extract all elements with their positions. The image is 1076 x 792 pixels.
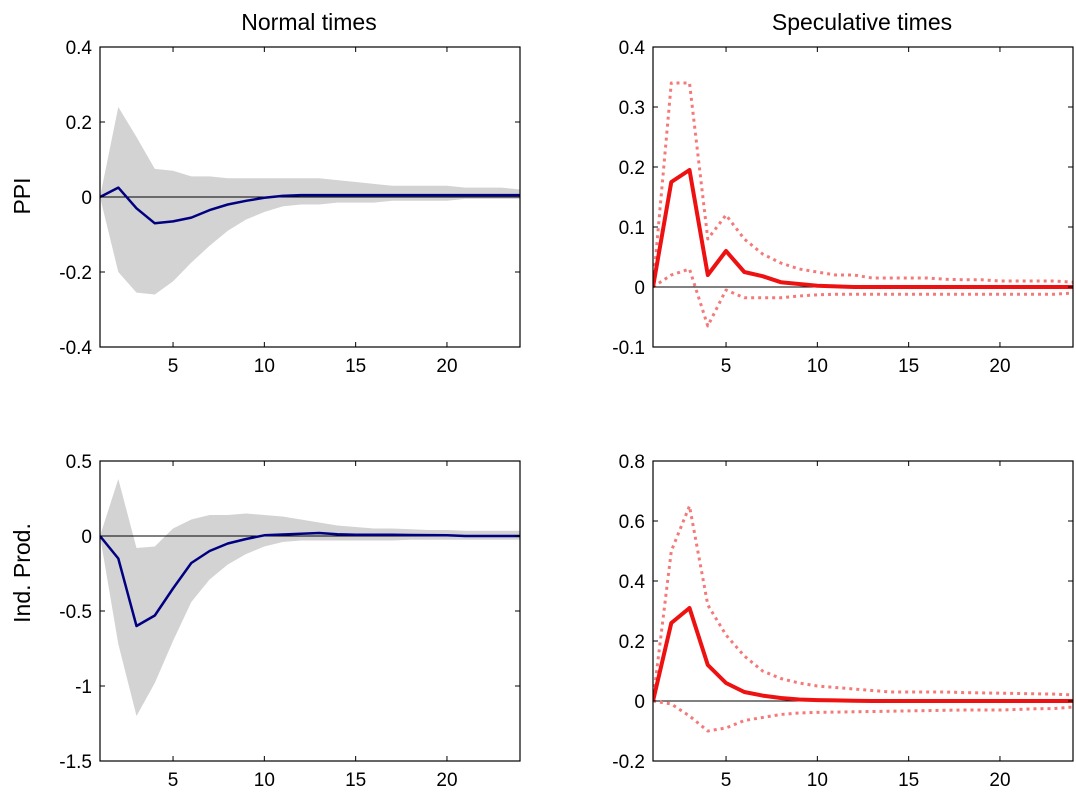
axes-frame bbox=[652, 46, 1074, 348]
y-tick-label: 0.4 bbox=[619, 572, 646, 593]
y-tick-label: -0.1 bbox=[612, 338, 645, 359]
bound-line-upper bbox=[653, 81, 1073, 288]
chart-panel-3: 5 10 15 20 -1.5 -1 -0.5 0 0.5 bbox=[59, 452, 521, 791]
y-tick-label: 0 bbox=[634, 278, 645, 299]
bound-line-lower bbox=[653, 267, 1073, 328]
x-tick-label: 15 bbox=[345, 356, 366, 377]
y-tick-label: 0.4 bbox=[619, 38, 646, 59]
x-tick-label: 15 bbox=[898, 356, 919, 377]
x-tick-label: 20 bbox=[989, 770, 1010, 791]
y-tick-label: 0.1 bbox=[619, 218, 645, 239]
chart-panel-4: 5 10 15 20 -0.2 0 0.2 0.4 0.6 0.8 bbox=[612, 452, 1074, 791]
y-tick-label: -0.2 bbox=[612, 752, 645, 773]
x-tick-label: 10 bbox=[807, 770, 828, 791]
x-tick-label: 5 bbox=[721, 770, 732, 791]
x-tick-label: 15 bbox=[345, 770, 366, 791]
row-label-ppi: PPI bbox=[9, 177, 35, 214]
y-tick-label: 0.2 bbox=[619, 632, 645, 653]
x-tick-label: 5 bbox=[168, 770, 179, 791]
y-tick-label: 0.8 bbox=[619, 452, 645, 473]
y-tick-label: -1.5 bbox=[59, 752, 92, 773]
plot-area bbox=[653, 81, 1073, 328]
y-tick-label: 0.2 bbox=[66, 113, 92, 134]
y-tick-label: 0.6 bbox=[619, 512, 645, 533]
plot-area bbox=[100, 479, 520, 716]
x-tick-label: 5 bbox=[168, 356, 179, 377]
plot-area bbox=[653, 504, 1073, 733]
median-response-line bbox=[100, 186, 520, 225]
confidence-band bbox=[100, 107, 520, 295]
y-tick-label: 0 bbox=[81, 188, 92, 209]
x-tick-label: 20 bbox=[436, 356, 457, 377]
median-response-line bbox=[653, 168, 1073, 289]
y-tick-label: 0 bbox=[81, 527, 92, 548]
axes-frame bbox=[652, 460, 1074, 762]
y-tick-label: 0.3 bbox=[619, 98, 645, 119]
bound-line-upper bbox=[653, 504, 1073, 702]
column-title-speculative: Speculative times bbox=[772, 9, 952, 35]
column-title-normal: Normal times bbox=[241, 9, 376, 35]
y-tick-label: -0.5 bbox=[59, 602, 92, 623]
x-tick-label: 20 bbox=[436, 770, 457, 791]
chart-panel-2: 5 10 15 20 -0.1 0 0.1 0.2 0.3 0.4 bbox=[612, 38, 1074, 377]
x-tick-label: 5 bbox=[721, 356, 732, 377]
y-tick-label: -0.4 bbox=[59, 338, 92, 359]
y-tick-label: 0.5 bbox=[66, 452, 92, 473]
x-tick-label: 15 bbox=[898, 770, 919, 791]
y-tick-label: -0.2 bbox=[59, 263, 92, 284]
x-tick-label: 10 bbox=[254, 770, 275, 791]
chart-panel-1: 5 10 15 20 -0.4 -0.2 0 0.2 0.4 bbox=[59, 38, 521, 377]
y-tick-label: 0.2 bbox=[619, 158, 645, 179]
y-tick-label: 0.4 bbox=[66, 38, 93, 59]
bound-line-lower bbox=[653, 699, 1073, 733]
x-tick-label: 10 bbox=[807, 356, 828, 377]
x-tick-label: 20 bbox=[989, 356, 1010, 377]
confidence-band bbox=[100, 479, 520, 716]
median-response-line bbox=[653, 606, 1073, 703]
y-tick-label: -1 bbox=[75, 677, 92, 698]
median-response-line bbox=[100, 531, 520, 628]
chart-panels: 5 10 15 20 -0.4 -0.2 0 0.2 0.4 5 10 15 20 -0.1 0 0.1 0.2… bbox=[59, 38, 1074, 791]
x-tick-label: 10 bbox=[254, 356, 275, 377]
row-label-ind-prod: Ind. Prod. bbox=[9, 523, 35, 623]
y-tick-label: 0 bbox=[634, 692, 645, 713]
plot-area bbox=[100, 107, 520, 295]
